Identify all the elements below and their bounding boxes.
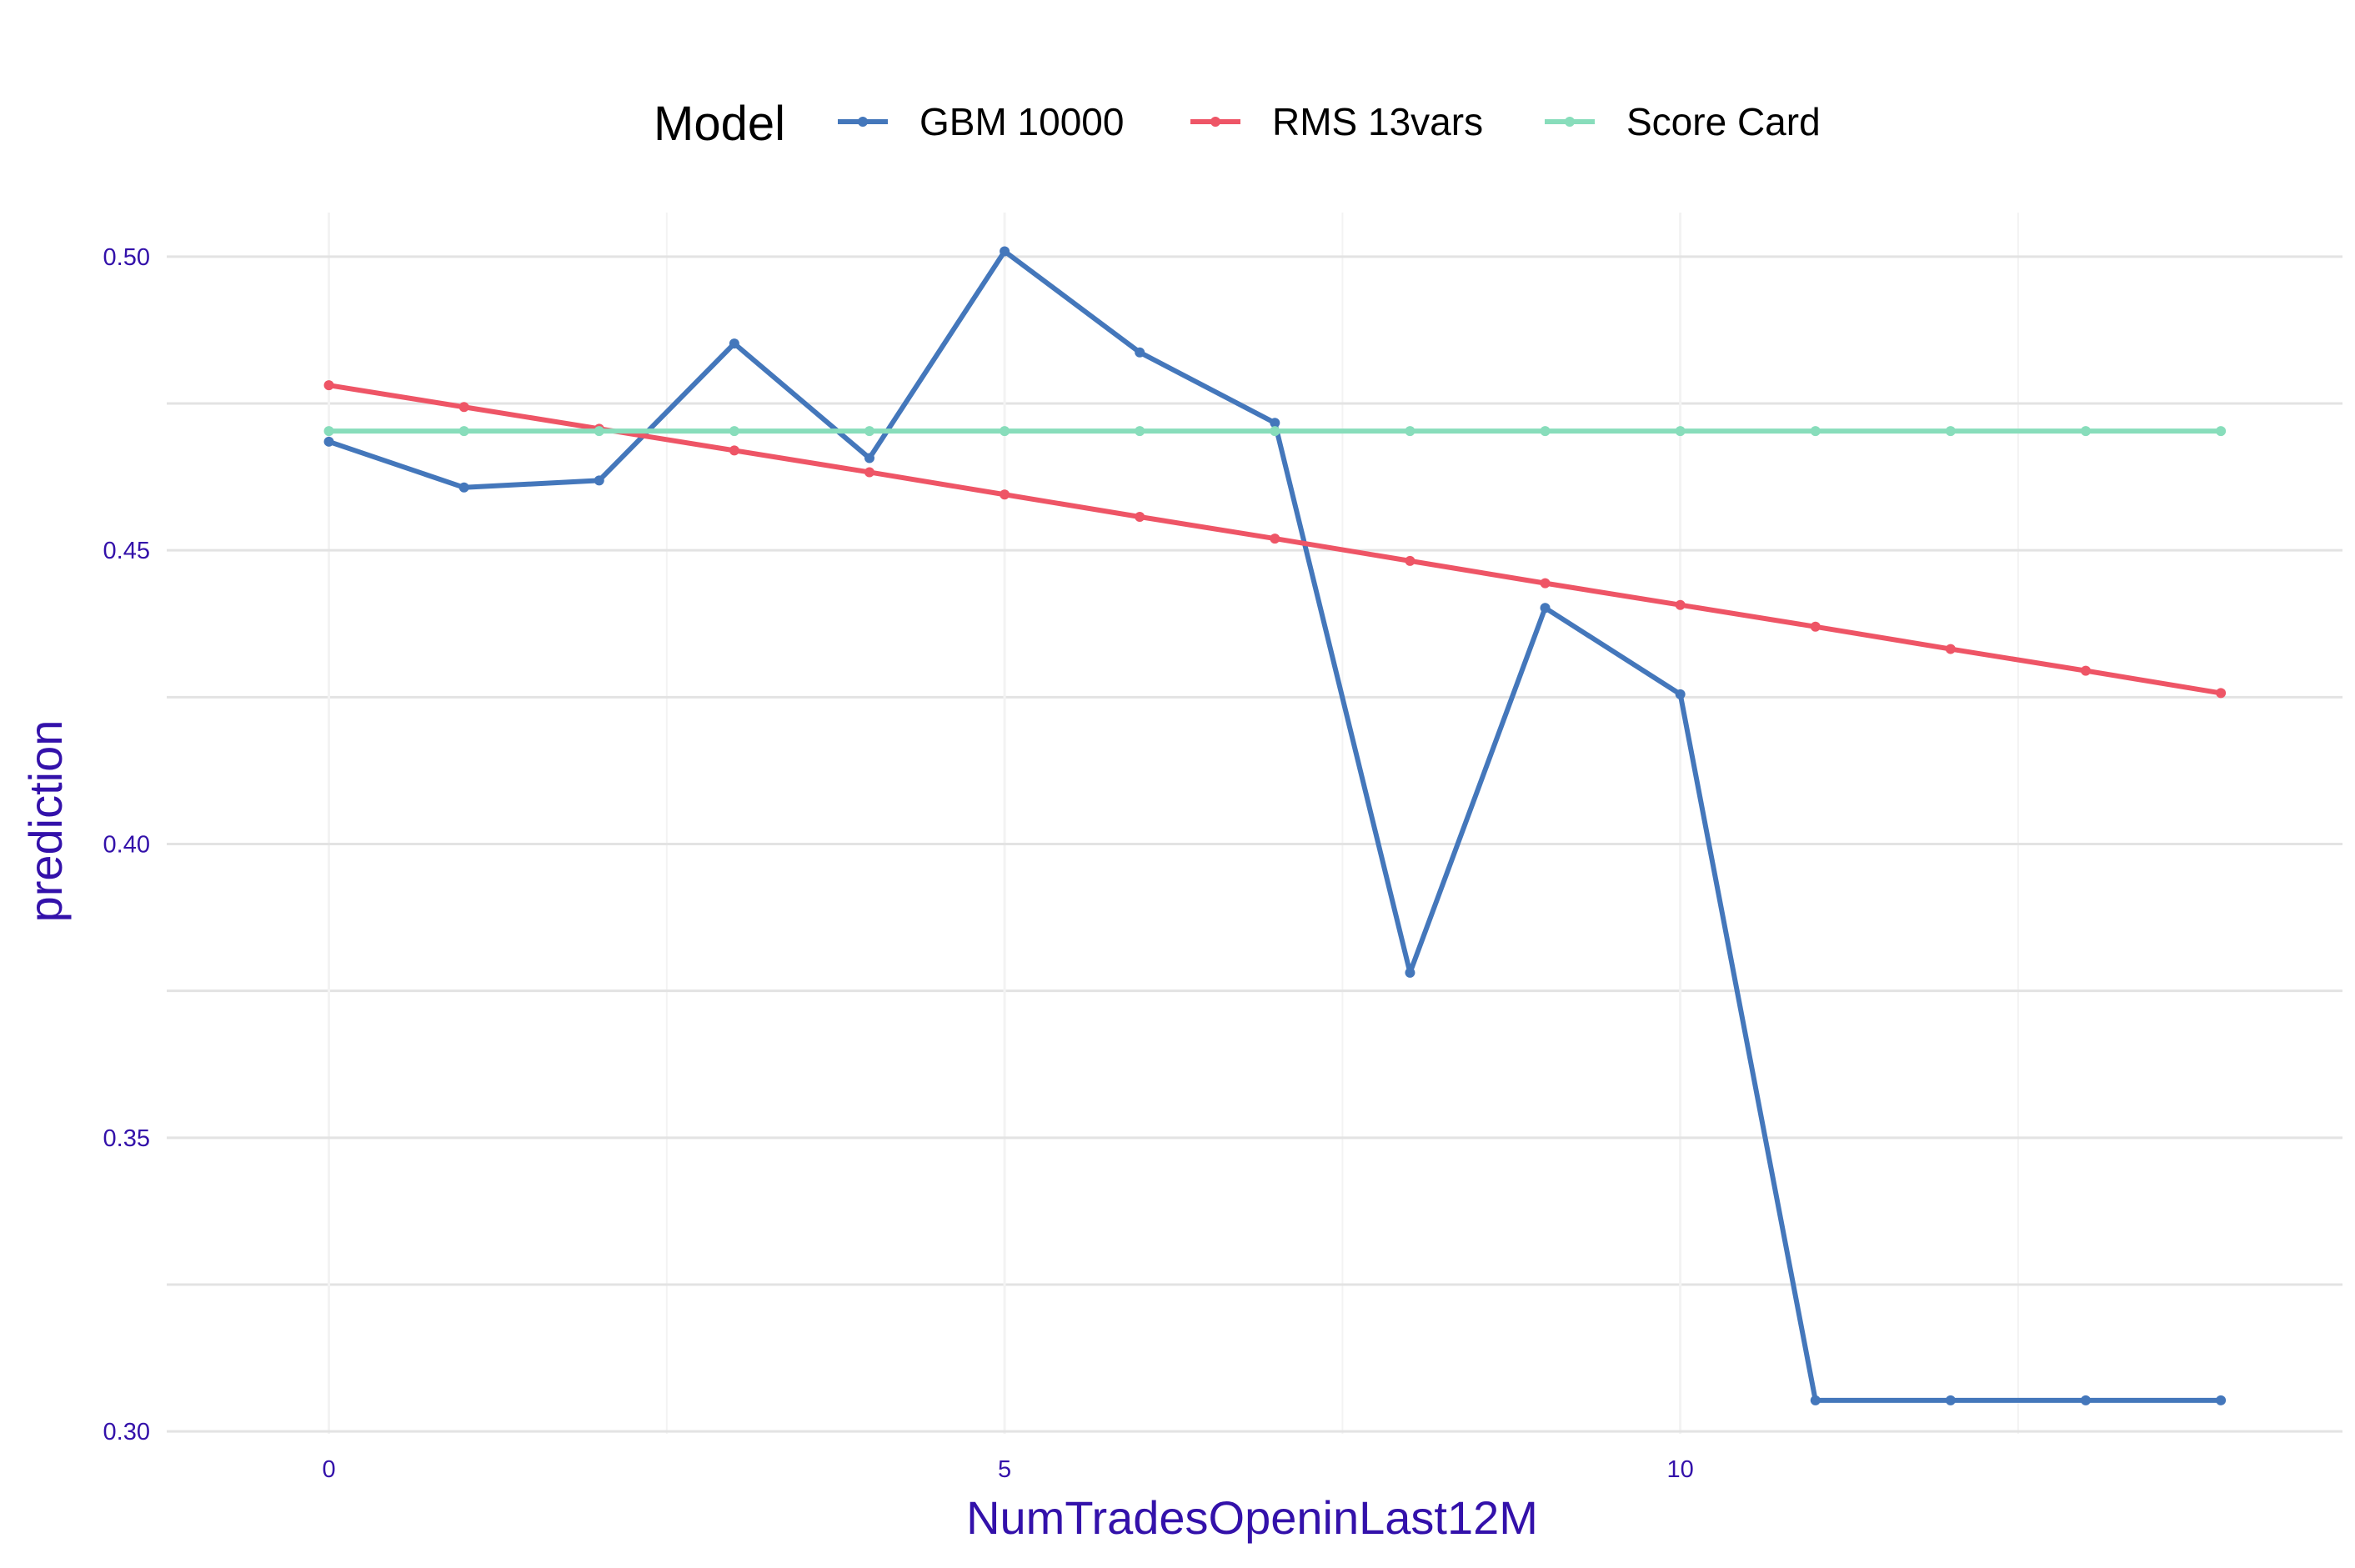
data-point-rms-13vars — [1810, 621, 1821, 632]
legend-item-score-card: Score Card — [1545, 100, 1821, 143]
data-point-rms-13vars — [458, 402, 469, 413]
data-point-score-card — [2216, 426, 2227, 437]
data-point-gbm-10000 — [729, 338, 739, 349]
data-point-rms-13vars — [1135, 512, 1145, 523]
minor-gridlines — [167, 213, 2342, 1434]
x-axis-title: NumTradesOpeninLast12M — [966, 1491, 1538, 1544]
data-point-score-card — [458, 426, 469, 437]
data-point-score-card — [1945, 426, 1956, 437]
data-point-score-card — [1000, 426, 1010, 437]
data-point-gbm-10000 — [594, 475, 604, 486]
series-layer — [323, 246, 2227, 1405]
data-point-rms-13vars — [729, 445, 739, 456]
y-tick-label: 0.30 — [103, 1419, 150, 1445]
data-point-score-card — [323, 426, 334, 437]
data-point-gbm-10000 — [1135, 347, 1145, 358]
legend-label: Score Card — [1626, 100, 1821, 143]
data-point-gbm-10000 — [2080, 1395, 2091, 1405]
data-point-gbm-10000 — [458, 482, 469, 493]
data-point-gbm-10000 — [1810, 1395, 1821, 1405]
data-point-score-card — [1135, 426, 1145, 437]
data-point-score-card — [864, 426, 874, 437]
data-point-gbm-10000 — [1540, 603, 1551, 614]
data-point-score-card — [729, 426, 739, 437]
x-tick-label: 0 — [322, 1456, 335, 1483]
legend-key-point — [1210, 117, 1220, 127]
y-axis-tick-labels: 0.30 0.35 0.40 0.45 0.50 — [103, 244, 150, 1445]
data-point-gbm-10000 — [864, 453, 874, 463]
y-axis-title: prediction — [19, 720, 72, 923]
data-point-score-card — [1810, 426, 1821, 437]
legend-item-gbm-10000: GBM 10000 — [838, 100, 1124, 143]
legend-key-point — [858, 117, 868, 127]
legend-item-rms-13vars: RMS 13vars — [1190, 100, 1483, 143]
data-point-rms-13vars — [1945, 644, 1956, 654]
x-tick-label: 10 — [1667, 1456, 1694, 1483]
data-point-rms-13vars — [323, 380, 334, 391]
y-tick-label: 0.40 — [103, 832, 150, 859]
data-point-gbm-10000 — [1675, 689, 1686, 699]
data-point-gbm-10000 — [2216, 1395, 2227, 1405]
data-point-score-card — [2080, 426, 2091, 437]
data-point-rms-13vars — [1000, 489, 1010, 500]
data-point-rms-13vars — [2080, 665, 2091, 676]
data-point-gbm-10000 — [1945, 1395, 1956, 1405]
data-point-rms-13vars — [1405, 555, 1416, 566]
data-point-rms-13vars — [864, 467, 874, 478]
x-tick-label: 5 — [998, 1456, 1011, 1483]
data-point-score-card — [1405, 426, 1416, 437]
y-tick-label: 0.35 — [103, 1125, 150, 1152]
series-gbm-10000 — [323, 246, 2227, 1405]
data-point-rms-13vars — [1270, 534, 1280, 544]
data-point-rms-13vars — [2216, 688, 2227, 699]
legend: Model GBM 10000 RMS 13vars Score Card — [654, 97, 1821, 151]
data-point-gbm-10000 — [1000, 246, 1010, 257]
data-point-score-card — [594, 426, 604, 437]
data-point-gbm-10000 — [1270, 418, 1280, 428]
data-point-score-card — [1540, 426, 1551, 437]
data-point-score-card — [1675, 426, 1686, 437]
y-tick-label: 0.45 — [103, 538, 150, 564]
legend-label: GBM 10000 — [919, 100, 1124, 143]
legend-title: Model — [654, 97, 785, 151]
data-point-rms-13vars — [1675, 599, 1686, 610]
x-axis-tick-labels: 0 5 10 — [322, 1456, 1693, 1483]
data-point-gbm-10000 — [1405, 967, 1416, 978]
y-tick-label: 0.50 — [103, 244, 150, 271]
data-point-rms-13vars — [1540, 578, 1551, 589]
data-point-gbm-10000 — [323, 436, 334, 447]
major-gridlines — [167, 213, 2342, 1434]
series-score-card — [323, 426, 2227, 437]
legend-key-point — [1565, 117, 1575, 127]
series-rms-13vars — [323, 380, 2227, 699]
legend-label: RMS 13vars — [1272, 100, 1483, 143]
data-point-score-card — [1270, 426, 1280, 437]
